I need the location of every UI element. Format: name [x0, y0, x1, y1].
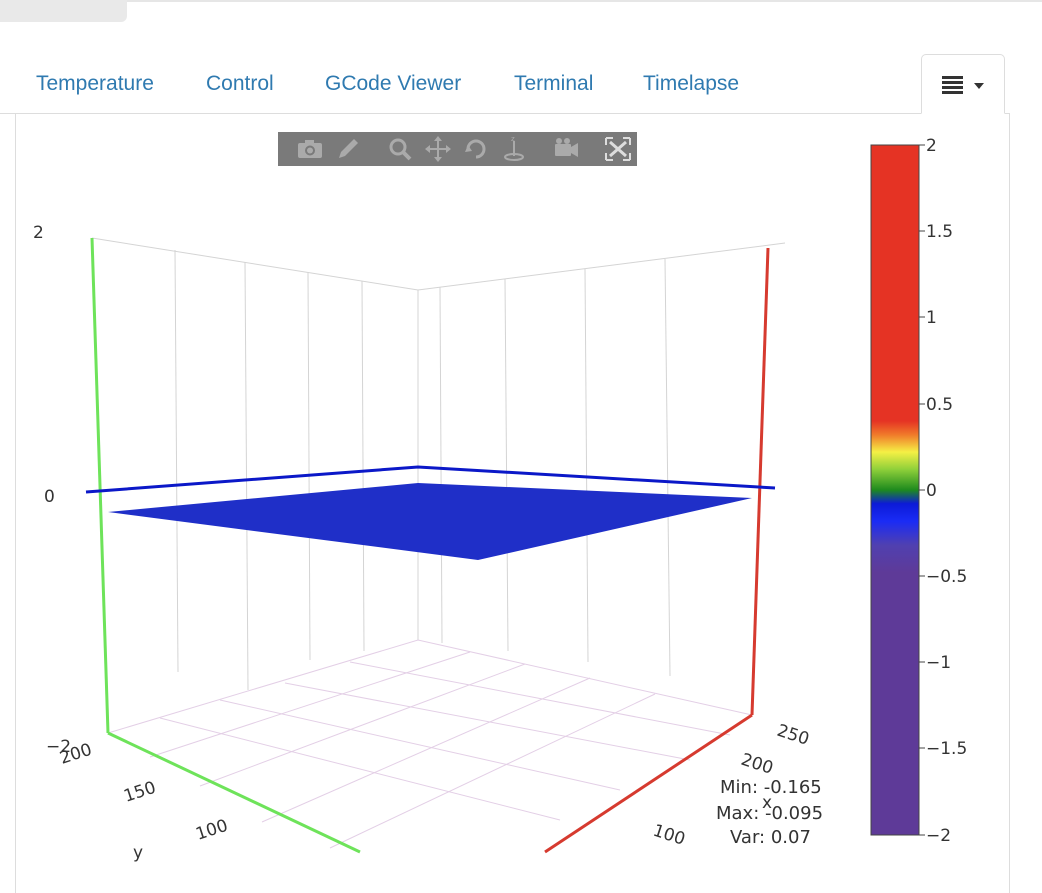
y-axis-title: y — [133, 843, 143, 863]
x-axis-title: x — [762, 793, 772, 813]
colorbar-tick-label: 1.5 — [926, 222, 953, 242]
z-tick-label: −2 — [46, 737, 71, 757]
colorbar-tick-label: 1 — [926, 308, 937, 328]
top-edge — [0, 0, 1042, 2]
tab-timelapse[interactable]: Timelapse — [643, 72, 740, 95]
hamburger-menu-icon — [942, 76, 963, 94]
colorbar-tick-label: 0 — [926, 481, 937, 501]
colorbar-tick-label: −1 — [926, 653, 951, 673]
y-tick-label: 100 — [193, 816, 230, 845]
x-axis-line — [544, 713, 753, 854]
stats-max: Max: -0.095 — [716, 803, 823, 824]
zoom-icon[interactable] — [382, 132, 418, 166]
colorbar — [870, 144, 920, 836]
z-tick-label: 0 — [44, 487, 55, 507]
back-wall-grid — [91, 237, 786, 691]
colorbar-tick-label: −2 — [926, 826, 951, 846]
y-tick-label: 150 — [121, 778, 158, 807]
colorbar-tick-label: 2 — [926, 136, 937, 156]
orbit-rotation-icon[interactable] — [458, 132, 494, 166]
tab-gcode-viewer[interactable]: GCode Viewer — [325, 72, 462, 95]
floor-grid — [107, 639, 753, 849]
stats-var: Var: 0.07 — [730, 827, 811, 848]
y-axis-vertical-line — [90, 237, 110, 734]
caret-down-icon — [974, 83, 984, 89]
top-scroll-remnant — [0, 0, 127, 22]
colorbar-tick-label: −0.5 — [926, 567, 967, 587]
reset-camera-icon[interactable] — [548, 132, 584, 166]
x-tick-label: 100 — [650, 821, 687, 850]
tab-bar-border — [0, 113, 1010, 114]
x-tick-label: 250 — [774, 721, 811, 750]
tab-bar: Temperature Control GCode Viewer Termina… — [0, 54, 1042, 114]
surface-plot-panel — [15, 113, 1010, 893]
camera-icon[interactable] — [292, 132, 328, 166]
x-axis-vertical-line — [750, 247, 770, 716]
colorbar-tick-label: 0.5 — [926, 395, 953, 415]
tab-terminal[interactable]: Terminal — [514, 72, 594, 95]
colorbar-tick-label: −1.5 — [926, 739, 967, 759]
z-tick-label: 2 — [33, 223, 44, 243]
turntable-rotation-icon[interactable]: z — [496, 132, 532, 166]
mesh-surface[interactable] — [108, 483, 752, 560]
x-tick-label: 200 — [738, 750, 775, 779]
tab-control[interactable]: Control — [206, 72, 274, 95]
tab-menu-dropdown[interactable] — [921, 54, 1005, 114]
stats-min: Min: -0.165 — [720, 777, 822, 798]
zero-plane-outline — [85, 465, 776, 494]
tab-temperature[interactable]: Temperature — [36, 72, 154, 95]
pan-icon[interactable] — [420, 132, 456, 166]
svg-text:z: z — [511, 135, 515, 143]
colorbar-ticks — [919, 144, 925, 836]
fullscreen-icon[interactable] — [600, 132, 636, 166]
plot-modebar: z — [278, 132, 637, 166]
pencil-icon[interactable] — [330, 132, 366, 166]
y-axis-line — [107, 731, 361, 854]
